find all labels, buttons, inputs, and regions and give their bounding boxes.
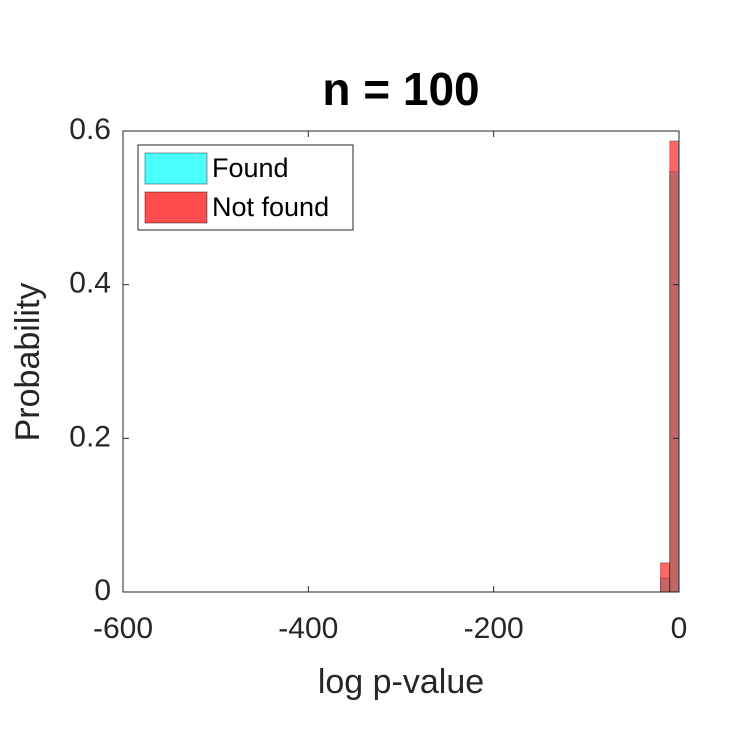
x-tick-label: 0 [671,612,688,645]
y-tick-label: 0.2 [69,420,111,453]
y-tick-label: 0 [94,574,111,607]
histogram-bar [669,140,680,593]
chart-title: n = 100 [322,63,479,115]
x-tick-label: -600 [93,612,153,645]
legend-label: Not found [212,192,329,222]
plot-frame [122,130,680,593]
legend-label: Found [212,153,289,183]
y-tick-label: 0.6 [69,113,111,146]
x-tick-label: -200 [464,612,524,645]
x-tick-label: -400 [278,612,338,645]
legend-swatch [144,152,208,185]
y-tick-label: 0.4 [69,267,111,300]
y-axis-label: Probability [9,283,47,442]
legend-swatch [144,191,208,224]
histogram-bar [659,562,671,593]
x-axis-label: log p-value [318,663,484,701]
